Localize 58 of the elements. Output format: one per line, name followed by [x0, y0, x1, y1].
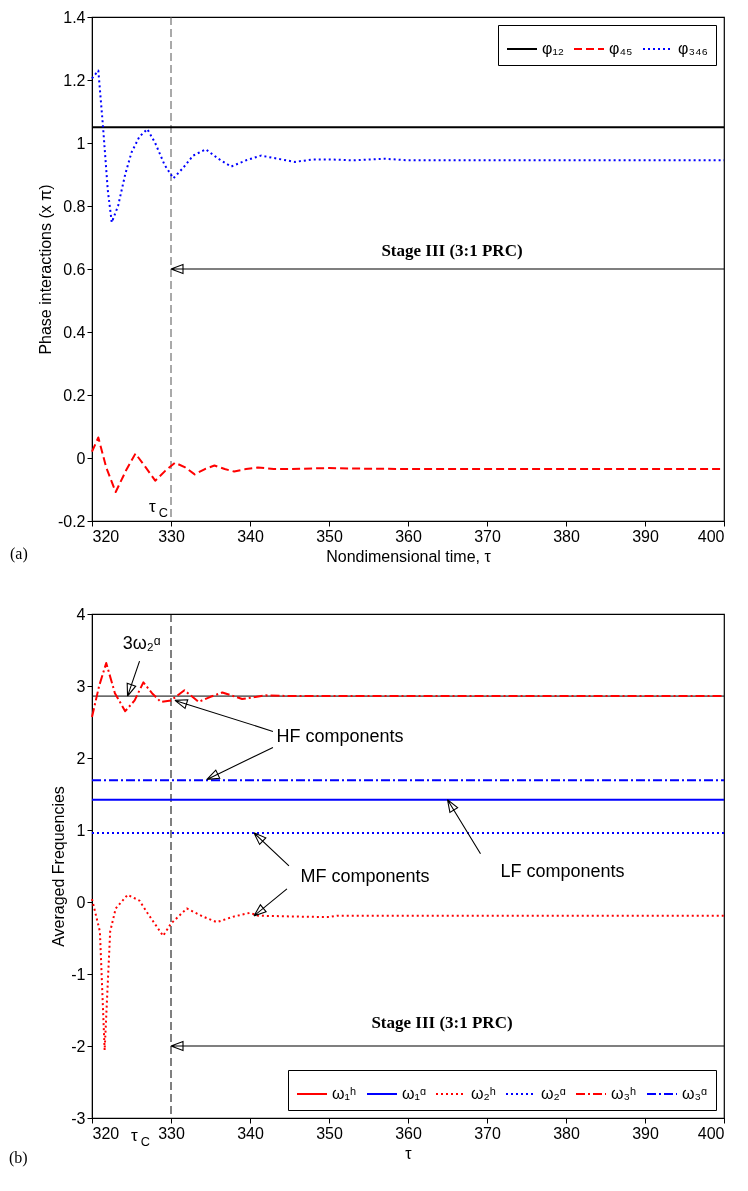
y-axis-title: Averaged Frequencies — [50, 786, 68, 947]
y-tick-label: -3 — [71, 1109, 86, 1127]
legend-label: φ₁₂ — [542, 40, 564, 57]
y-tick-label: 1.4 — [63, 8, 86, 26]
x-tick-label: 380 — [553, 527, 580, 545]
x-tick-label: 340 — [237, 527, 264, 545]
x-tick-label: 330 — [158, 527, 185, 545]
x-tick-label: 380 — [553, 1124, 580, 1142]
line-series — [91, 661, 725, 718]
x-tick-label: 400 — [697, 527, 725, 545]
y-tick-label: 0.6 — [63, 260, 86, 278]
x-tick-label: 350 — [316, 527, 343, 545]
x-tick-label: 350 — [316, 1124, 343, 1142]
y-tick-label: 0 — [76, 449, 86, 467]
legend-label: ω₃ʰ — [611, 1085, 637, 1102]
x-tick-label: 320 — [92, 527, 120, 545]
legend-label: φ₃₄₆ — [678, 40, 708, 57]
text: (b) — [9, 1149, 28, 1167]
annotation: HF components — [276, 726, 404, 747]
x-tick-label: 330 — [158, 1124, 185, 1142]
x-tick-label: 340 — [237, 1124, 264, 1142]
y-tick-label: 4 — [76, 605, 86, 623]
x-tick-label: 320 — [92, 1124, 120, 1142]
y-tick-label: -2 — [71, 1037, 86, 1055]
line-series — [91, 893, 725, 1052]
annotation: Stage III (3:1 PRC) — [381, 241, 523, 260]
x-tick-label: 360 — [395, 1124, 422, 1142]
y-tick-label: 1.2 — [63, 71, 86, 89]
y-tick-label: 3 — [76, 677, 86, 695]
y-tick-label: -1 — [71, 965, 86, 983]
text: (a) — [10, 545, 28, 563]
legend-label: ω₁ʰ — [332, 1085, 357, 1102]
legend-label: ω₂ᵅ — [541, 1085, 566, 1102]
legend-label: ω₃ᵅ — [682, 1085, 708, 1102]
annotation: MF components — [300, 865, 430, 886]
y-tick-label: 0 — [76, 893, 86, 911]
x-tick-label: 370 — [474, 1124, 501, 1142]
x-tick-label: 400 — [697, 1124, 725, 1142]
y-tick-label: 1 — [76, 134, 86, 152]
legend-label: ω₂ʰ — [471, 1085, 496, 1102]
y-tick-label: 1 — [76, 821, 86, 839]
annotation: 3ω₂ᵅ — [122, 633, 161, 654]
y-tick-label: -0.2 — [57, 512, 86, 530]
x-axis-title: Nondimensional time, τ — [326, 547, 492, 565]
x-tick-label: 370 — [474, 527, 501, 545]
legend-label: ω₁ᵅ — [402, 1085, 426, 1102]
y-axis-title: Phase interactions (x π) — [36, 184, 54, 355]
y-tick-label: 0.2 — [63, 386, 86, 404]
annotation: LF components — [500, 860, 625, 881]
legend-label: φ₄₅ — [609, 40, 633, 57]
y-tick-label: 0.4 — [63, 323, 86, 341]
x-tick-label: 390 — [632, 1124, 659, 1142]
x-tick-label: 360 — [395, 527, 422, 545]
annotation: Stage III (3:1 PRC) — [371, 1013, 513, 1032]
x-axis-title: τ — [405, 1144, 413, 1162]
y-tick-label: 2 — [76, 749, 86, 767]
y-tick-label: 0.8 — [63, 197, 86, 215]
x-tick-label: 390 — [632, 527, 659, 545]
